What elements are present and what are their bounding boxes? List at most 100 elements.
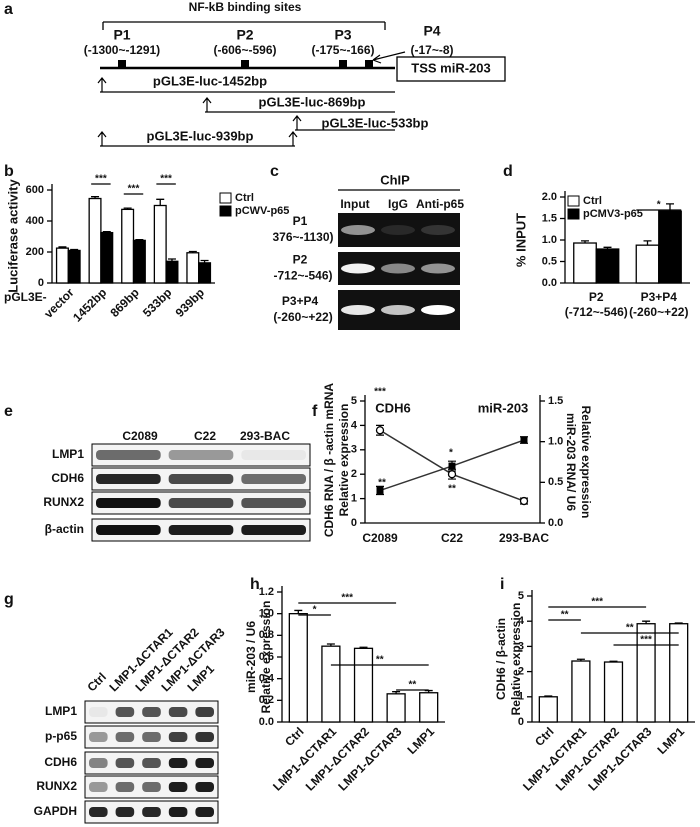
blot-band <box>89 807 108 817</box>
construct-arrow <box>97 77 107 92</box>
significance-label: *** <box>591 597 603 608</box>
row-range: 376~-1130) <box>272 230 333 244</box>
site-name: P1 <box>113 27 130 43</box>
tss-label: TSS miR-203 <box>411 60 490 75</box>
x-tick-label: LMP1 <box>405 724 438 757</box>
legend-swatch <box>219 205 232 217</box>
blot-band <box>168 807 188 817</box>
y-tick-label: 1.2 <box>259 586 274 598</box>
y-tick-label: 600 <box>26 184 44 196</box>
error-bar <box>392 691 401 694</box>
x-tick-label: 293-BAC <box>499 531 549 545</box>
row-label: β-actin <box>45 522 84 536</box>
series-label: miR-203 <box>478 400 529 415</box>
row-label: RUNX2 <box>43 495 84 509</box>
y-tick-label: 1.0 <box>548 436 563 448</box>
x-tick-label: 939bp <box>173 285 207 319</box>
gel-band <box>381 305 415 315</box>
y-tick-label: 0 <box>351 517 357 529</box>
marker <box>375 426 385 435</box>
bar <box>186 252 200 284</box>
blot-band <box>241 498 306 508</box>
x-tick-note: (-712~-546) <box>565 305 628 319</box>
y-tick-label: 1.0 <box>542 234 557 246</box>
significance-label: *** <box>128 184 140 195</box>
blot-band <box>195 782 214 792</box>
y-tick-label: 4 <box>518 615 525 627</box>
blot-band <box>168 525 234 535</box>
blot-band <box>241 474 306 484</box>
significance-label: ** <box>626 623 634 634</box>
significance-label: *** <box>341 593 353 604</box>
lane-label: IgG <box>388 197 408 211</box>
marker <box>520 436 528 444</box>
x-tick-label: P2 <box>589 290 604 304</box>
x-tick-label: Ctrl <box>532 724 557 749</box>
y-tick-label: 5 <box>518 590 524 602</box>
error-bar <box>294 609 303 614</box>
construct-label: pGL3E-luc-1452bp <box>153 73 267 88</box>
legend-label: Ctrl <box>235 192 254 204</box>
bar <box>153 204 167 284</box>
error-bar <box>609 660 618 663</box>
x-tick-label: Ctrl <box>282 724 307 749</box>
lane-label: C22 <box>194 429 216 443</box>
y-tick-label: 1.5 <box>548 395 563 407</box>
legend-swatch <box>567 208 580 220</box>
marker <box>448 462 456 470</box>
y-tick-label: 2.0 <box>542 191 557 203</box>
construct-arrow <box>97 131 107 146</box>
binding-site <box>118 60 126 68</box>
y-tick-label: 1.5 <box>542 212 557 224</box>
blot-band <box>89 782 108 792</box>
x-tick-label: 869bp <box>107 285 141 319</box>
error-bar <box>167 258 176 262</box>
y-tick-label: 0.6 <box>259 651 274 663</box>
y-axis-label: Relative expression <box>509 603 523 716</box>
annotation: * <box>449 448 453 459</box>
error-bar <box>200 259 209 263</box>
diagram-title: NF-kB binding sites <box>189 0 302 14</box>
bar <box>669 623 689 723</box>
x-tick-note: (-260~+22) <box>629 305 688 319</box>
significance-label: ** <box>409 680 417 691</box>
bar <box>603 661 624 723</box>
panel-label: c <box>270 163 279 180</box>
bar <box>121 208 135 284</box>
x-tick-label: P3+P4 <box>641 290 678 304</box>
bar <box>573 242 597 284</box>
row-label: GAPDH <box>34 804 77 818</box>
bar <box>165 260 179 284</box>
significance-label: *** <box>95 174 107 185</box>
bar <box>595 248 620 284</box>
blot-band <box>195 807 214 817</box>
significance-label: * <box>313 605 317 616</box>
y-tick-label: 4 <box>351 419 358 431</box>
y-axis-label: Relative expression <box>337 404 351 517</box>
gel-band <box>381 225 415 235</box>
y-axis-label: % INPUT <box>513 213 528 267</box>
bar <box>55 247 69 284</box>
y2-axis-label: Relative expression <box>579 406 593 519</box>
series-label: CDH6 <box>375 400 410 415</box>
bar <box>635 244 660 284</box>
panel-label: e <box>4 403 13 420</box>
panel-label: a <box>4 1 13 18</box>
marker <box>519 496 529 506</box>
blot-band <box>89 758 108 768</box>
blot-band <box>115 782 135 792</box>
gel-band <box>381 263 415 274</box>
blot-band <box>89 707 108 717</box>
y-tick-label: 0.5 <box>548 476 563 488</box>
construct-arrow <box>202 97 212 112</box>
blot-band <box>195 732 214 742</box>
y2-axis-label: miR-203 RNA/ U6 <box>564 413 578 511</box>
error-bar <box>102 231 111 233</box>
blot-band <box>241 450 306 460</box>
row-label: CDH6 <box>44 755 77 769</box>
significance-label: ** <box>376 655 384 666</box>
legend-label: Ctrl <box>583 195 602 207</box>
construct-label: pGL3E-luc-869bp <box>259 94 366 109</box>
error-bar <box>581 240 589 244</box>
y-axis-label: CDH6 RNA / β -actin mRNA <box>322 383 336 538</box>
